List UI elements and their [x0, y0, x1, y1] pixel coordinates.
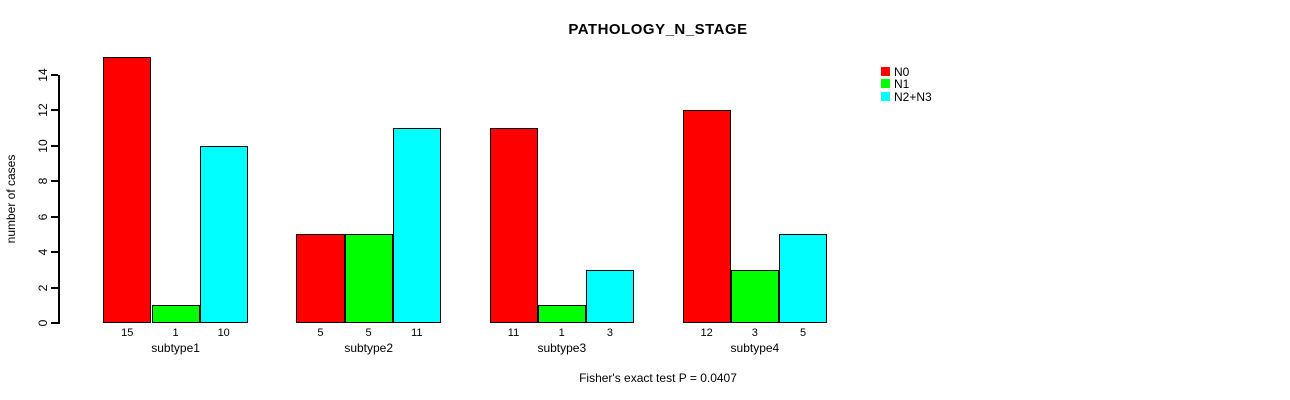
category-label-subtype3: subtype3 [537, 341, 587, 355]
legend-label-n2n3: N2+N3 [894, 89, 932, 104]
bar-n2n3-subtype2 [392, 128, 441, 323]
y-tick-label: 2 [36, 284, 50, 291]
y-tick-label: 0 [36, 319, 50, 327]
y-tick-mark [51, 73, 58, 76]
y-tick-label: 8 [36, 177, 50, 185]
bar-n2n3-subtype1 [199, 145, 248, 323]
legend: N0 N1 N2+N3 [881, 66, 1021, 103]
legend-label-n0: N0 [894, 65, 910, 79]
annotation-fisher-test: Fisher's exact test P = 0.0407 [579, 371, 737, 385]
y-tick-mark [51, 286, 58, 289]
category-label-subtype1: subtype1 [151, 341, 200, 355]
category-label-subtype4: subtype4 [730, 341, 780, 355]
legend-swatch-n1 [881, 79, 890, 89]
bar-value-label: 1 [558, 327, 565, 339]
bar-n1-subtype4 [730, 269, 779, 323]
bar-n1-subtype2 [344, 234, 393, 323]
bar-value-label: 12 [700, 327, 713, 339]
y-tick-mark [51, 180, 58, 183]
bar-n2n3-subtype4 [779, 234, 828, 323]
bar-value-label: 3 [606, 327, 613, 339]
y-tick-mark [51, 322, 58, 324]
y-tick-label: 4 [36, 248, 50, 256]
y-tick-mark [51, 251, 58, 254]
legend-swatch-n2n3 [881, 91, 890, 101]
bar-value-label: 10 [217, 327, 230, 339]
y-tick-label: 6 [36, 213, 50, 220]
bar-n1-subtype1 [151, 305, 200, 323]
bar-n1-subtype3 [537, 305, 586, 323]
chart-title: PATHOLOGY_N_STAGE [568, 21, 748, 38]
bar-value-label: 5 [799, 327, 807, 339]
legend-row: N1 [881, 78, 1021, 90]
bar-value-label: 11 [411, 327, 423, 339]
bar-value-label: 11 [507, 327, 520, 339]
bar-value-label: 3 [751, 327, 758, 339]
y-tick-label: 14 [36, 68, 50, 82]
bar-value-label: 1 [172, 327, 179, 339]
bar-value-label: 15 [121, 327, 134, 339]
bar-n2n3-subtype3 [585, 269, 635, 323]
y-tick-label: 12 [36, 103, 50, 117]
bar-n0-subtype2 [296, 234, 345, 323]
y-tick-mark [51, 215, 58, 218]
legend-row: N2+N3 [881, 91, 1021, 103]
bar-value-label: 5 [365, 327, 372, 339]
y-axis-line [58, 75, 60, 324]
legend-label-n1: N1 [894, 77, 910, 92]
legend-row: N0 [881, 66, 1021, 78]
bar-n0-subtype3 [489, 128, 538, 323]
category-label-subtype2: subtype2 [344, 341, 394, 355]
y-axis-label: number of cases [4, 154, 18, 244]
y-tick-mark [51, 109, 58, 112]
bar-value-label: 5 [317, 327, 324, 339]
bar-n0-subtype1 [103, 57, 152, 323]
bar-n0-subtype4 [682, 110, 731, 323]
legend-swatch-n0 [881, 67, 890, 76]
y-tick-label: 10 [36, 139, 50, 153]
y-tick-mark [51, 144, 58, 147]
